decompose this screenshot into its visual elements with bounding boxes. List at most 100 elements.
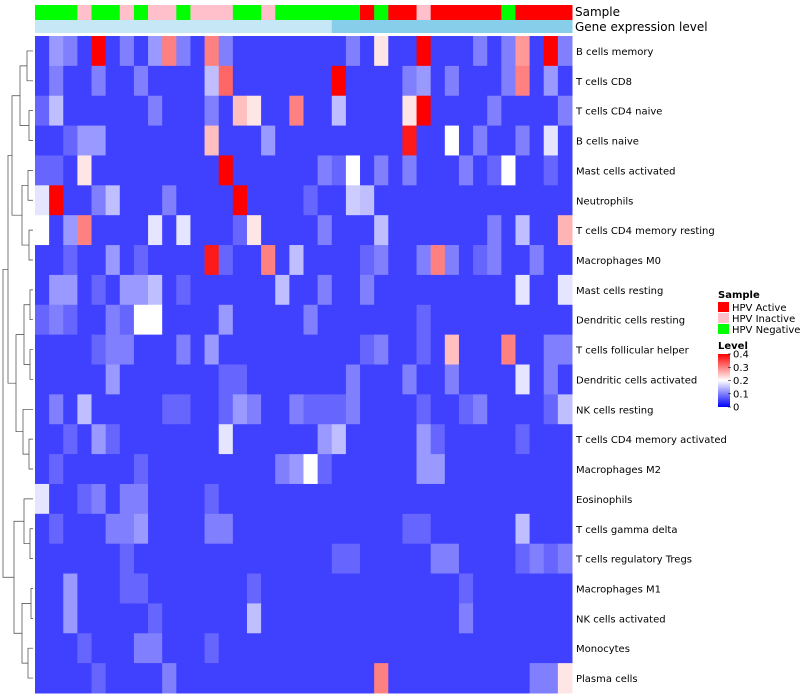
heatmap-cell xyxy=(49,65,64,97)
heatmap-cell xyxy=(515,454,531,485)
heatmap-cell xyxy=(190,633,206,664)
heatmap-cell xyxy=(557,603,573,634)
heatmap-cell xyxy=(133,573,149,604)
heatmap-cell xyxy=(91,95,107,127)
heatmap-cell xyxy=(529,185,545,216)
heatmap-cell xyxy=(204,185,220,216)
heatmap-cell xyxy=(529,633,545,664)
heatmap-cell xyxy=(444,603,460,634)
heatmap-cell xyxy=(91,36,107,67)
dendrogram-branch xyxy=(28,110,33,141)
heatmap-cell xyxy=(501,364,516,395)
heatmap-cell xyxy=(275,424,290,455)
heatmap-cell xyxy=(416,483,432,515)
heatmap-cell xyxy=(416,394,432,425)
heatmap-cell xyxy=(317,95,333,127)
sample-track-cell xyxy=(473,5,488,20)
heatmap-cell xyxy=(473,155,488,186)
heatmap-cell xyxy=(204,454,220,485)
heatmap-cell xyxy=(35,633,50,664)
heatmap-cell xyxy=(345,36,361,67)
heatmap-cell xyxy=(91,483,107,515)
heatmap-cell xyxy=(232,663,248,694)
heatmap-cell xyxy=(458,633,474,664)
heatmap-cell xyxy=(190,573,206,604)
heatmap-cell xyxy=(176,663,191,694)
heatmap-cell xyxy=(218,304,234,336)
row-label: Mast cells resting xyxy=(576,286,663,297)
heatmap-cell xyxy=(289,364,304,395)
heatmap-cell xyxy=(331,274,347,306)
heatmap-cell xyxy=(232,155,248,186)
heatmap-cell xyxy=(275,543,290,575)
heatmap-cell xyxy=(317,663,333,694)
row-label: Dendritic cells resting xyxy=(576,316,685,327)
heatmap-cell xyxy=(190,95,206,127)
heatmap-cell xyxy=(190,543,206,575)
heatmap-cell xyxy=(303,603,319,634)
heatmap-cell xyxy=(430,573,446,604)
heatmap-cell xyxy=(303,454,319,485)
heatmap-cell xyxy=(487,394,502,425)
heatmap-cell xyxy=(63,95,78,127)
sample-track-cell xyxy=(232,5,248,20)
heatmap-cell xyxy=(204,274,220,306)
heatmap-cell xyxy=(402,424,418,455)
heatmap-cell xyxy=(35,215,50,246)
heatmap-cell xyxy=(543,424,559,455)
sample-legend-swatch xyxy=(718,302,729,312)
heatmap-cell xyxy=(501,663,516,694)
heatmap-cell xyxy=(515,36,531,67)
heatmap-cell xyxy=(430,513,446,545)
heatmap-cell xyxy=(289,334,304,365)
row-label: NK cells activated xyxy=(576,614,666,625)
heatmap-cell xyxy=(119,513,135,545)
heatmap-cell xyxy=(331,513,347,545)
heatmap-cell xyxy=(148,304,163,336)
heatmap-cell xyxy=(190,334,206,365)
heatmap-cell xyxy=(331,304,347,336)
heatmap-cell xyxy=(204,95,220,127)
heatmap-cell xyxy=(487,513,502,545)
heatmap-cell xyxy=(444,304,460,336)
heatmap-cell xyxy=(148,364,163,395)
heatmap-cell xyxy=(360,633,375,664)
heatmap-cell xyxy=(487,36,502,67)
heatmap-cell xyxy=(119,394,135,425)
heatmap-cell xyxy=(374,394,389,425)
heatmap-cell xyxy=(402,95,418,127)
dendrogram-branch xyxy=(21,603,31,664)
heatmap-cell xyxy=(261,36,276,67)
heatmap-cell xyxy=(35,364,50,395)
expression-track-cell xyxy=(515,20,531,33)
heatmap-cell xyxy=(458,483,474,515)
heatmap-cell xyxy=(458,304,474,336)
heatmap-cell xyxy=(49,36,64,67)
heatmap-cell xyxy=(190,155,206,186)
heatmap-cell xyxy=(119,663,135,694)
heatmap-cell xyxy=(35,155,50,186)
heatmap-cell xyxy=(501,603,516,634)
row-label: T cells CD8 xyxy=(575,77,632,88)
heatmap-cell xyxy=(317,633,333,664)
heatmap-cell xyxy=(261,424,276,455)
heatmap-cell xyxy=(473,573,488,604)
heatmap-cell xyxy=(162,543,177,575)
heatmap-cell xyxy=(331,364,347,395)
heatmap-cell xyxy=(529,483,545,515)
heatmap-cell xyxy=(458,185,474,216)
level-tick-label: 0.1 xyxy=(733,389,749,400)
heatmap-cell xyxy=(458,513,474,545)
heatmap-cell xyxy=(246,65,262,97)
heatmap-cell xyxy=(119,245,135,276)
heatmap-cell xyxy=(105,304,121,336)
heatmap-cell xyxy=(133,663,149,694)
heatmap-cell xyxy=(543,663,559,694)
row-label: Mast cells activated xyxy=(576,166,675,177)
heatmap-cell xyxy=(232,543,248,575)
heatmap-cell xyxy=(458,424,474,455)
heatmap-cell xyxy=(218,125,234,156)
heatmap-cell xyxy=(218,513,234,545)
heatmap-cell xyxy=(246,185,262,216)
heatmap-cell xyxy=(345,483,361,515)
